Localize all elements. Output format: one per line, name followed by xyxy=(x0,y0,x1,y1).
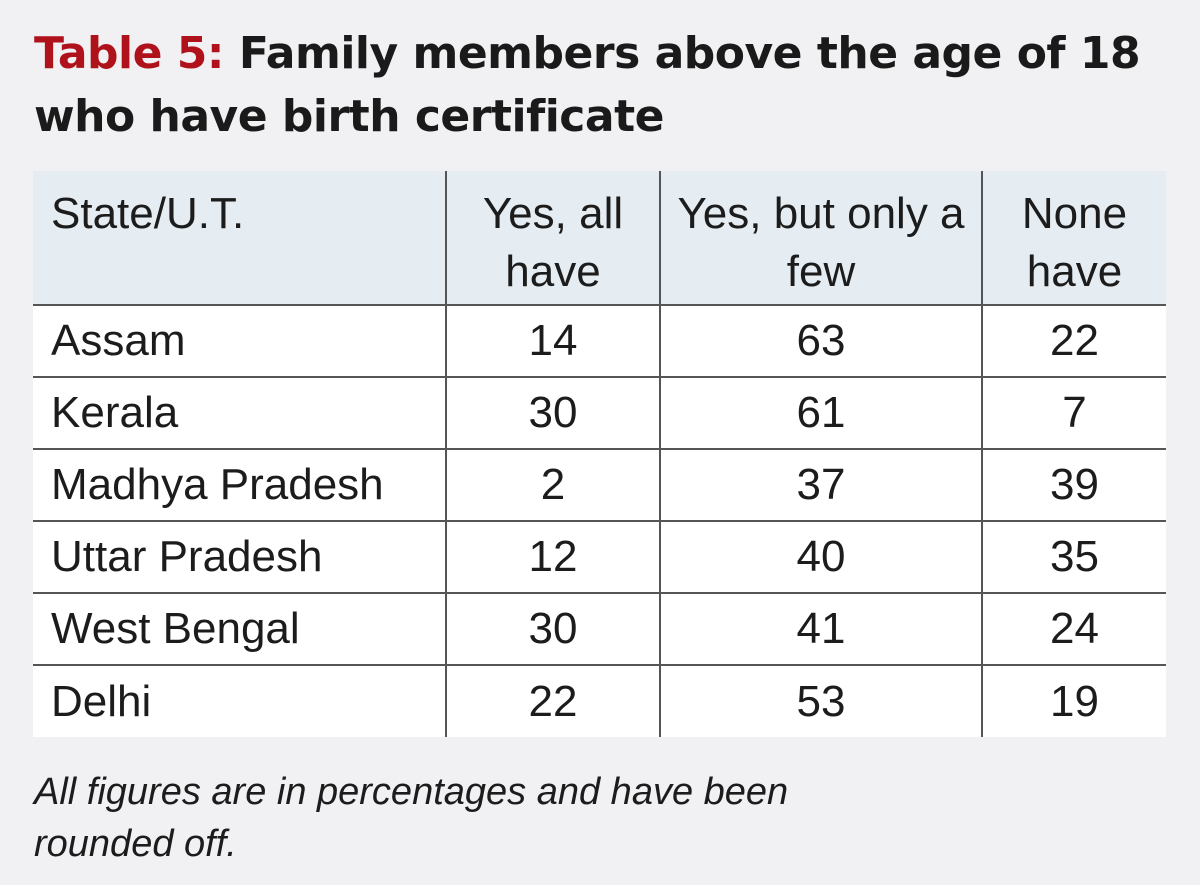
none-have-cell: 22 xyxy=(981,305,1166,377)
none-have-cell: 24 xyxy=(981,592,1166,665)
column-header-none-have: None have xyxy=(981,171,1166,306)
none-have-cell: 35 xyxy=(981,520,1166,593)
column-header-state: State/U.T. xyxy=(33,171,446,306)
none-have-cell: 39 xyxy=(981,448,1166,521)
only-few-cell: 53 xyxy=(659,664,982,737)
all-have-cell: 30 xyxy=(445,592,660,665)
table-header: State/U.T. Yes, all have Yes, but only a… xyxy=(33,171,1166,306)
table-row: Delhi 22 53 19 xyxy=(33,664,1166,737)
all-have-cell: 12 xyxy=(445,520,660,593)
only-few-cell: 37 xyxy=(659,448,982,521)
state-cell: Delhi xyxy=(33,664,446,737)
state-cell: Madhya Pradesh xyxy=(33,448,446,521)
table-row: West Bengal 30 41 24 xyxy=(33,592,1166,665)
none-have-cell: 19 xyxy=(981,664,1166,737)
column-header-only-few: Yes, but only a few xyxy=(659,171,982,306)
table-body: Assam 14 63 22 Kerala 30 61 7 Madhya Pra… xyxy=(33,305,1166,737)
only-few-cell: 61 xyxy=(659,376,982,449)
all-have-cell: 30 xyxy=(445,376,660,449)
table-number-label: Table 5: xyxy=(34,28,224,79)
only-few-cell: 40 xyxy=(659,520,982,593)
none-have-cell: 7 xyxy=(981,376,1166,449)
all-have-cell: 2 xyxy=(445,448,660,521)
only-few-cell: 41 xyxy=(659,592,982,665)
column-header-all-have: Yes, all have xyxy=(445,171,660,306)
state-cell: Uttar Pradesh xyxy=(33,520,446,593)
all-have-cell: 14 xyxy=(445,305,660,377)
only-few-cell: 63 xyxy=(659,305,982,377)
state-cell: Assam xyxy=(33,305,446,377)
data-table: State/U.T. Yes, all have Yes, but only a… xyxy=(33,171,1166,737)
all-have-cell: 22 xyxy=(445,664,660,737)
table-row: Assam 14 63 22 xyxy=(33,305,1166,377)
table-row: Uttar Pradesh 12 40 35 xyxy=(33,520,1166,593)
footnote: All figures are in percentages and have … xyxy=(34,771,789,865)
table-title-text: Family members above the age of 18 who h… xyxy=(34,28,1141,142)
state-cell: Kerala xyxy=(33,376,446,449)
table-row: Madhya Pradesh 2 37 39 xyxy=(33,448,1166,521)
table-title: Table 5: Family members above the age of… xyxy=(34,22,1174,148)
state-cell: West Bengal xyxy=(33,592,446,665)
header-row: State/U.T. Yes, all have Yes, but only a… xyxy=(33,171,1166,306)
table-row: Kerala 30 61 7 xyxy=(33,376,1166,449)
